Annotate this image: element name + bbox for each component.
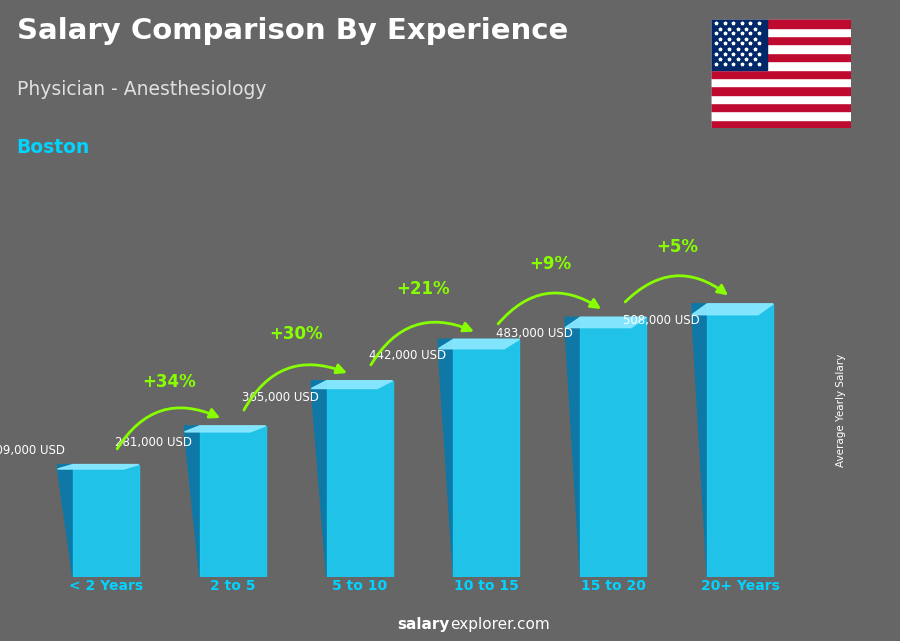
Bar	[711, 19, 850, 28]
Text: salary: salary	[398, 617, 450, 633]
Text: 15 to 20: 15 to 20	[580, 579, 646, 594]
Polygon shape	[73, 465, 139, 577]
Text: +9%: +9%	[529, 255, 571, 273]
Polygon shape	[438, 339, 519, 349]
Text: 10 to 15: 10 to 15	[454, 579, 519, 594]
Text: Physician - Anesthesiology: Physician - Anesthesiology	[16, 80, 266, 99]
Polygon shape	[454, 339, 519, 577]
Polygon shape	[327, 381, 392, 577]
Polygon shape	[184, 426, 266, 432]
Bar	[711, 28, 850, 36]
Text: explorer.com: explorer.com	[450, 617, 550, 633]
Polygon shape	[58, 465, 73, 577]
Text: +5%: +5%	[656, 238, 698, 256]
Text: Salary Comparison By Experience: Salary Comparison By Experience	[16, 17, 568, 46]
Text: < 2 Years: < 2 Years	[68, 579, 143, 594]
Bar	[711, 87, 850, 95]
Polygon shape	[692, 304, 773, 315]
Text: 2 to 5: 2 to 5	[210, 579, 256, 594]
Bar	[711, 36, 850, 44]
Bar	[711, 95, 850, 103]
Polygon shape	[200, 426, 266, 577]
Bar	[711, 69, 850, 78]
Text: 209,000 USD: 209,000 USD	[0, 444, 65, 457]
Text: 5 to 10: 5 to 10	[332, 579, 387, 594]
Text: 508,000 USD: 508,000 USD	[623, 314, 699, 327]
Polygon shape	[692, 304, 707, 577]
Text: Boston: Boston	[16, 138, 90, 158]
Polygon shape	[565, 317, 581, 577]
Polygon shape	[707, 304, 773, 577]
Text: Average Yearly Salary: Average Yearly Salary	[836, 354, 847, 467]
Bar	[711, 120, 850, 128]
Polygon shape	[184, 426, 200, 577]
Text: 483,000 USD: 483,000 USD	[496, 328, 572, 340]
Bar	[711, 78, 850, 87]
Polygon shape	[565, 317, 646, 328]
Text: 365,000 USD: 365,000 USD	[242, 390, 319, 404]
Text: 281,000 USD: 281,000 USD	[115, 436, 192, 449]
Bar	[711, 44, 850, 53]
Bar	[711, 61, 850, 69]
Bar	[711, 112, 850, 120]
Text: 442,000 USD: 442,000 USD	[369, 349, 446, 362]
Polygon shape	[438, 339, 454, 577]
Text: +30%: +30%	[269, 325, 323, 343]
Bar	[711, 19, 767, 69]
Polygon shape	[58, 465, 139, 469]
Bar	[711, 103, 850, 112]
Bar	[711, 53, 850, 61]
Text: +21%: +21%	[396, 280, 450, 298]
Text: 20+ Years: 20+ Years	[701, 579, 779, 594]
Polygon shape	[311, 381, 327, 577]
Polygon shape	[311, 381, 392, 388]
Text: +34%: +34%	[142, 374, 196, 392]
Polygon shape	[580, 317, 646, 577]
